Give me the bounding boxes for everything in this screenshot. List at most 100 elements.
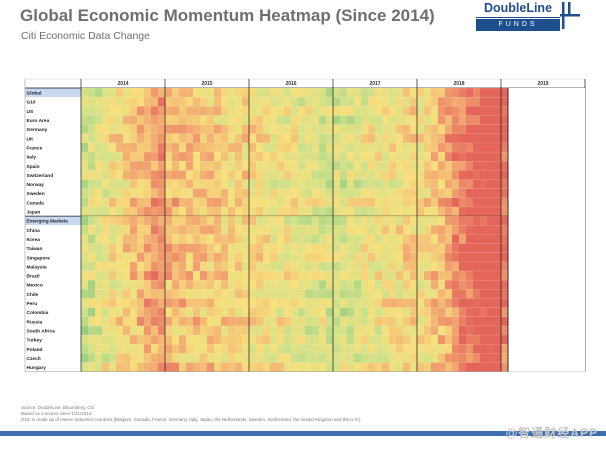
heat-cell (445, 179, 453, 189)
heat-cell (375, 161, 383, 171)
heat-cell (102, 261, 110, 272)
heat-cell (221, 161, 229, 171)
heat-cell (151, 243, 159, 253)
heat-cell (221, 243, 229, 253)
heat-cell (186, 152, 194, 162)
heat-cell (305, 335, 313, 345)
heat-cell (438, 271, 446, 281)
heat-cell (207, 152, 215, 162)
heat-cell (487, 170, 495, 180)
heat-cell (249, 97, 257, 107)
heat-cell (494, 261, 502, 272)
heat-cell (389, 298, 397, 308)
heat-cell (193, 335, 201, 345)
row-label-us: US (27, 109, 34, 115)
heat-cell (326, 124, 334, 134)
heat-cell (95, 133, 103, 144)
heat-cell (144, 243, 152, 253)
heat-cell (242, 298, 250, 308)
heat-cell (221, 280, 229, 290)
heat-cell (480, 280, 488, 290)
row-label-bg-italy (25, 152, 81, 162)
heat-cell (354, 252, 362, 263)
heat-cell (221, 234, 229, 244)
heat-cell (88, 216, 96, 226)
heat-cell (186, 344, 194, 354)
heat-cell (452, 206, 460, 217)
heat-cell (179, 271, 187, 281)
heat-cell (403, 216, 411, 226)
heat-cell (179, 197, 187, 208)
heat-cell (200, 170, 208, 180)
heat-cell (102, 188, 110, 198)
heat-cell (130, 88, 138, 98)
row-label-bg-south-africa (25, 325, 81, 336)
heat-cell (214, 88, 222, 98)
heat-cell (340, 307, 348, 317)
heat-cell (221, 97, 229, 107)
heat-cell (235, 197, 243, 208)
heat-cell (123, 152, 131, 162)
row-label-bg-us (25, 106, 81, 116)
heat-cell (487, 316, 495, 327)
heat-cell (382, 225, 390, 235)
heat-cell (123, 271, 131, 281)
heat-cell (270, 161, 278, 171)
heat-cell (361, 234, 369, 244)
heat-cell (480, 335, 488, 345)
heat-cell (228, 152, 236, 162)
heat-cell (235, 353, 243, 363)
heat-cell (151, 133, 159, 144)
heat-cell (123, 124, 131, 134)
row-label-bg-colombia (25, 307, 81, 317)
heat-cell (361, 161, 369, 171)
heat-cell (326, 106, 334, 116)
heat-cell (389, 115, 397, 125)
heat-cell (452, 353, 460, 363)
heat-cell (480, 325, 488, 336)
heat-cell (494, 225, 502, 235)
heat-cell (445, 206, 453, 217)
heat-cell (319, 106, 327, 116)
heat-cell (368, 362, 376, 372)
heat-cell (305, 344, 313, 354)
heat-cell (312, 261, 320, 272)
heat-cell (396, 252, 404, 263)
heat-cell (144, 106, 152, 116)
heat-cell (256, 170, 264, 180)
heat-cell (452, 170, 460, 180)
heat-cell (270, 225, 278, 235)
heat-cell (235, 362, 243, 372)
heat-cell (172, 344, 180, 354)
heat-cell (466, 97, 474, 107)
heat-cell (382, 234, 390, 244)
heat-cell (424, 106, 432, 116)
heat-cell (270, 206, 278, 217)
heat-cell (186, 362, 194, 372)
heat-cell (375, 261, 383, 272)
heat-cell (340, 271, 348, 281)
heat-cell (151, 252, 159, 263)
heat-cell (123, 362, 131, 372)
heat-cell (130, 133, 138, 144)
heat-cell (179, 261, 187, 272)
heat-cell (263, 115, 271, 125)
heat-cell (137, 316, 145, 327)
heat-cell (298, 179, 306, 189)
heat-cell (438, 289, 446, 299)
heat-cell (452, 307, 460, 317)
heat-cell (431, 170, 439, 180)
heat-cell (186, 243, 194, 253)
heat-cell (361, 179, 369, 189)
heat-cell (389, 106, 397, 116)
heat-cell (95, 344, 103, 354)
heat-cell (270, 216, 278, 226)
heat-cell (368, 298, 376, 308)
heat-cell (305, 307, 313, 317)
heat-cell (263, 179, 271, 189)
heat-cell (382, 161, 390, 171)
heat-cell (466, 216, 474, 226)
heat-cell (130, 170, 138, 180)
heat-cell (431, 307, 439, 317)
heat-cell (445, 97, 453, 107)
